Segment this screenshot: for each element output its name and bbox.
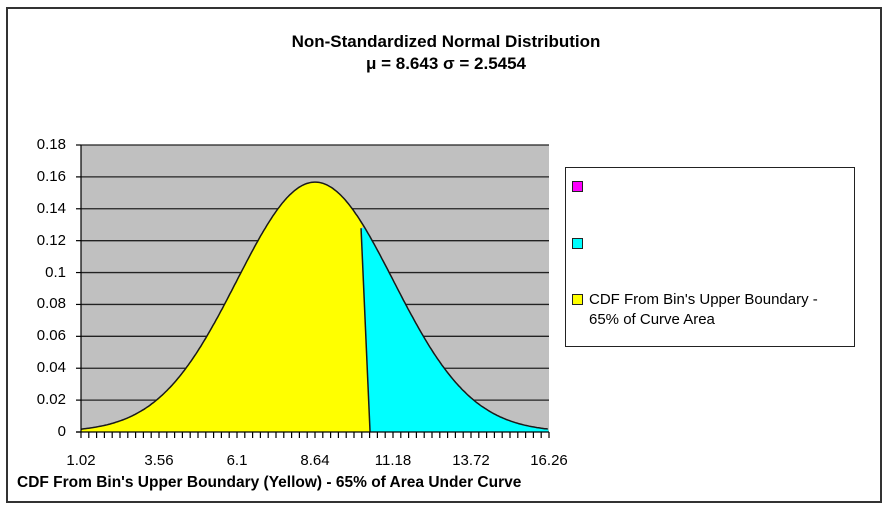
y-tick-label: 0.14 [36, 199, 66, 217]
boundary-line [360, 228, 371, 433]
x-axis-label: CDF From Bin's Upper Boundary (Yellow) -… [17, 474, 522, 491]
legend-item-yellow: CDF From Bin's Upper Boundary - 65% of C… [572, 290, 849, 330]
axes [76, 144, 550, 438]
y-tick-label: 0.02 [36, 391, 66, 409]
chart-title: Non-Standardized Normal Distribution [291, 32, 601, 51]
y-tick-label: 0.1 [45, 263, 66, 281]
x-tick-label: 3.56 [144, 452, 174, 469]
x-tick-label: 13.72 [452, 452, 490, 469]
y-tick-label: 0.06 [36, 327, 66, 345]
legend-swatch-cyan [572, 238, 583, 249]
legend-label: CDF From Bin's Upper Boundary - 65% of C… [589, 291, 818, 328]
legend-item-magenta [572, 177, 849, 192]
legend-swatch-magenta [572, 181, 583, 192]
x-tick-label: 6.1 [226, 452, 248, 469]
legend-swatch-yellow [572, 294, 583, 305]
x-tick-label: 11.18 [374, 452, 412, 469]
y-tick-label: 0.12 [36, 231, 66, 249]
yellow-area [81, 182, 371, 432]
cyan-area [361, 228, 549, 432]
density-curve [80, 181, 548, 430]
y-tick-label: 0.18 [36, 136, 66, 153]
legend: CDF From Bin's Upper Boundary - 65% of C… [565, 167, 855, 347]
chart-subtitle: μ = 8.643 σ = 2.5454 [365, 54, 527, 73]
y-tick-label: 0 [57, 423, 66, 440]
x-tick-label: 16.26 [530, 452, 568, 469]
legend-item-cyan [572, 234, 849, 249]
y-tick-label: 0.16 [36, 167, 66, 185]
x-tick-label: 1.02 [66, 452, 96, 469]
x-tick-label: 8.64 [300, 452, 330, 469]
y-tick-label: 0.08 [36, 295, 66, 313]
y-tick-label: 0.04 [36, 359, 66, 377]
